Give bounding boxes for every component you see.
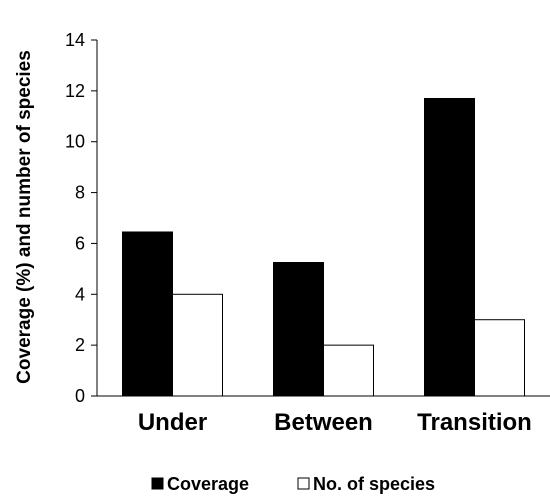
x-tick-label: Between xyxy=(274,409,373,436)
x-tick-label: Transition xyxy=(417,409,532,436)
y-tick-label: 2 xyxy=(75,335,85,355)
y-tick-label: 14 xyxy=(65,30,85,50)
legend-label: Coverage xyxy=(167,474,249,494)
legend-swatch xyxy=(297,477,310,490)
y-tick-label: 12 xyxy=(65,81,85,101)
x-tick-label: Under xyxy=(138,409,207,436)
y-tick-label: 6 xyxy=(75,233,85,253)
bar-coverage-under xyxy=(122,231,173,397)
legend-swatch xyxy=(151,477,164,490)
bar-no-of-species-under xyxy=(172,293,223,397)
bar-no-of-species-between xyxy=(323,344,374,397)
y-tick-label: 10 xyxy=(65,132,85,152)
bar-coverage-transition xyxy=(424,97,475,397)
y-tick-label: 8 xyxy=(75,183,85,203)
y-tick-label: 0 xyxy=(75,386,85,406)
bar-coverage-between xyxy=(273,262,324,397)
y-tick-label: 4 xyxy=(75,284,85,304)
plot-area: 0 2 4 6 8 10 12 14 Under Between Transition xyxy=(65,30,550,436)
legend-label: No. of species xyxy=(313,474,435,494)
legend: Coverage No. of species xyxy=(151,474,435,494)
bar-no-of-species-transition xyxy=(474,319,525,397)
y-axis-label: Coverage (%) and number of species xyxy=(14,50,35,384)
